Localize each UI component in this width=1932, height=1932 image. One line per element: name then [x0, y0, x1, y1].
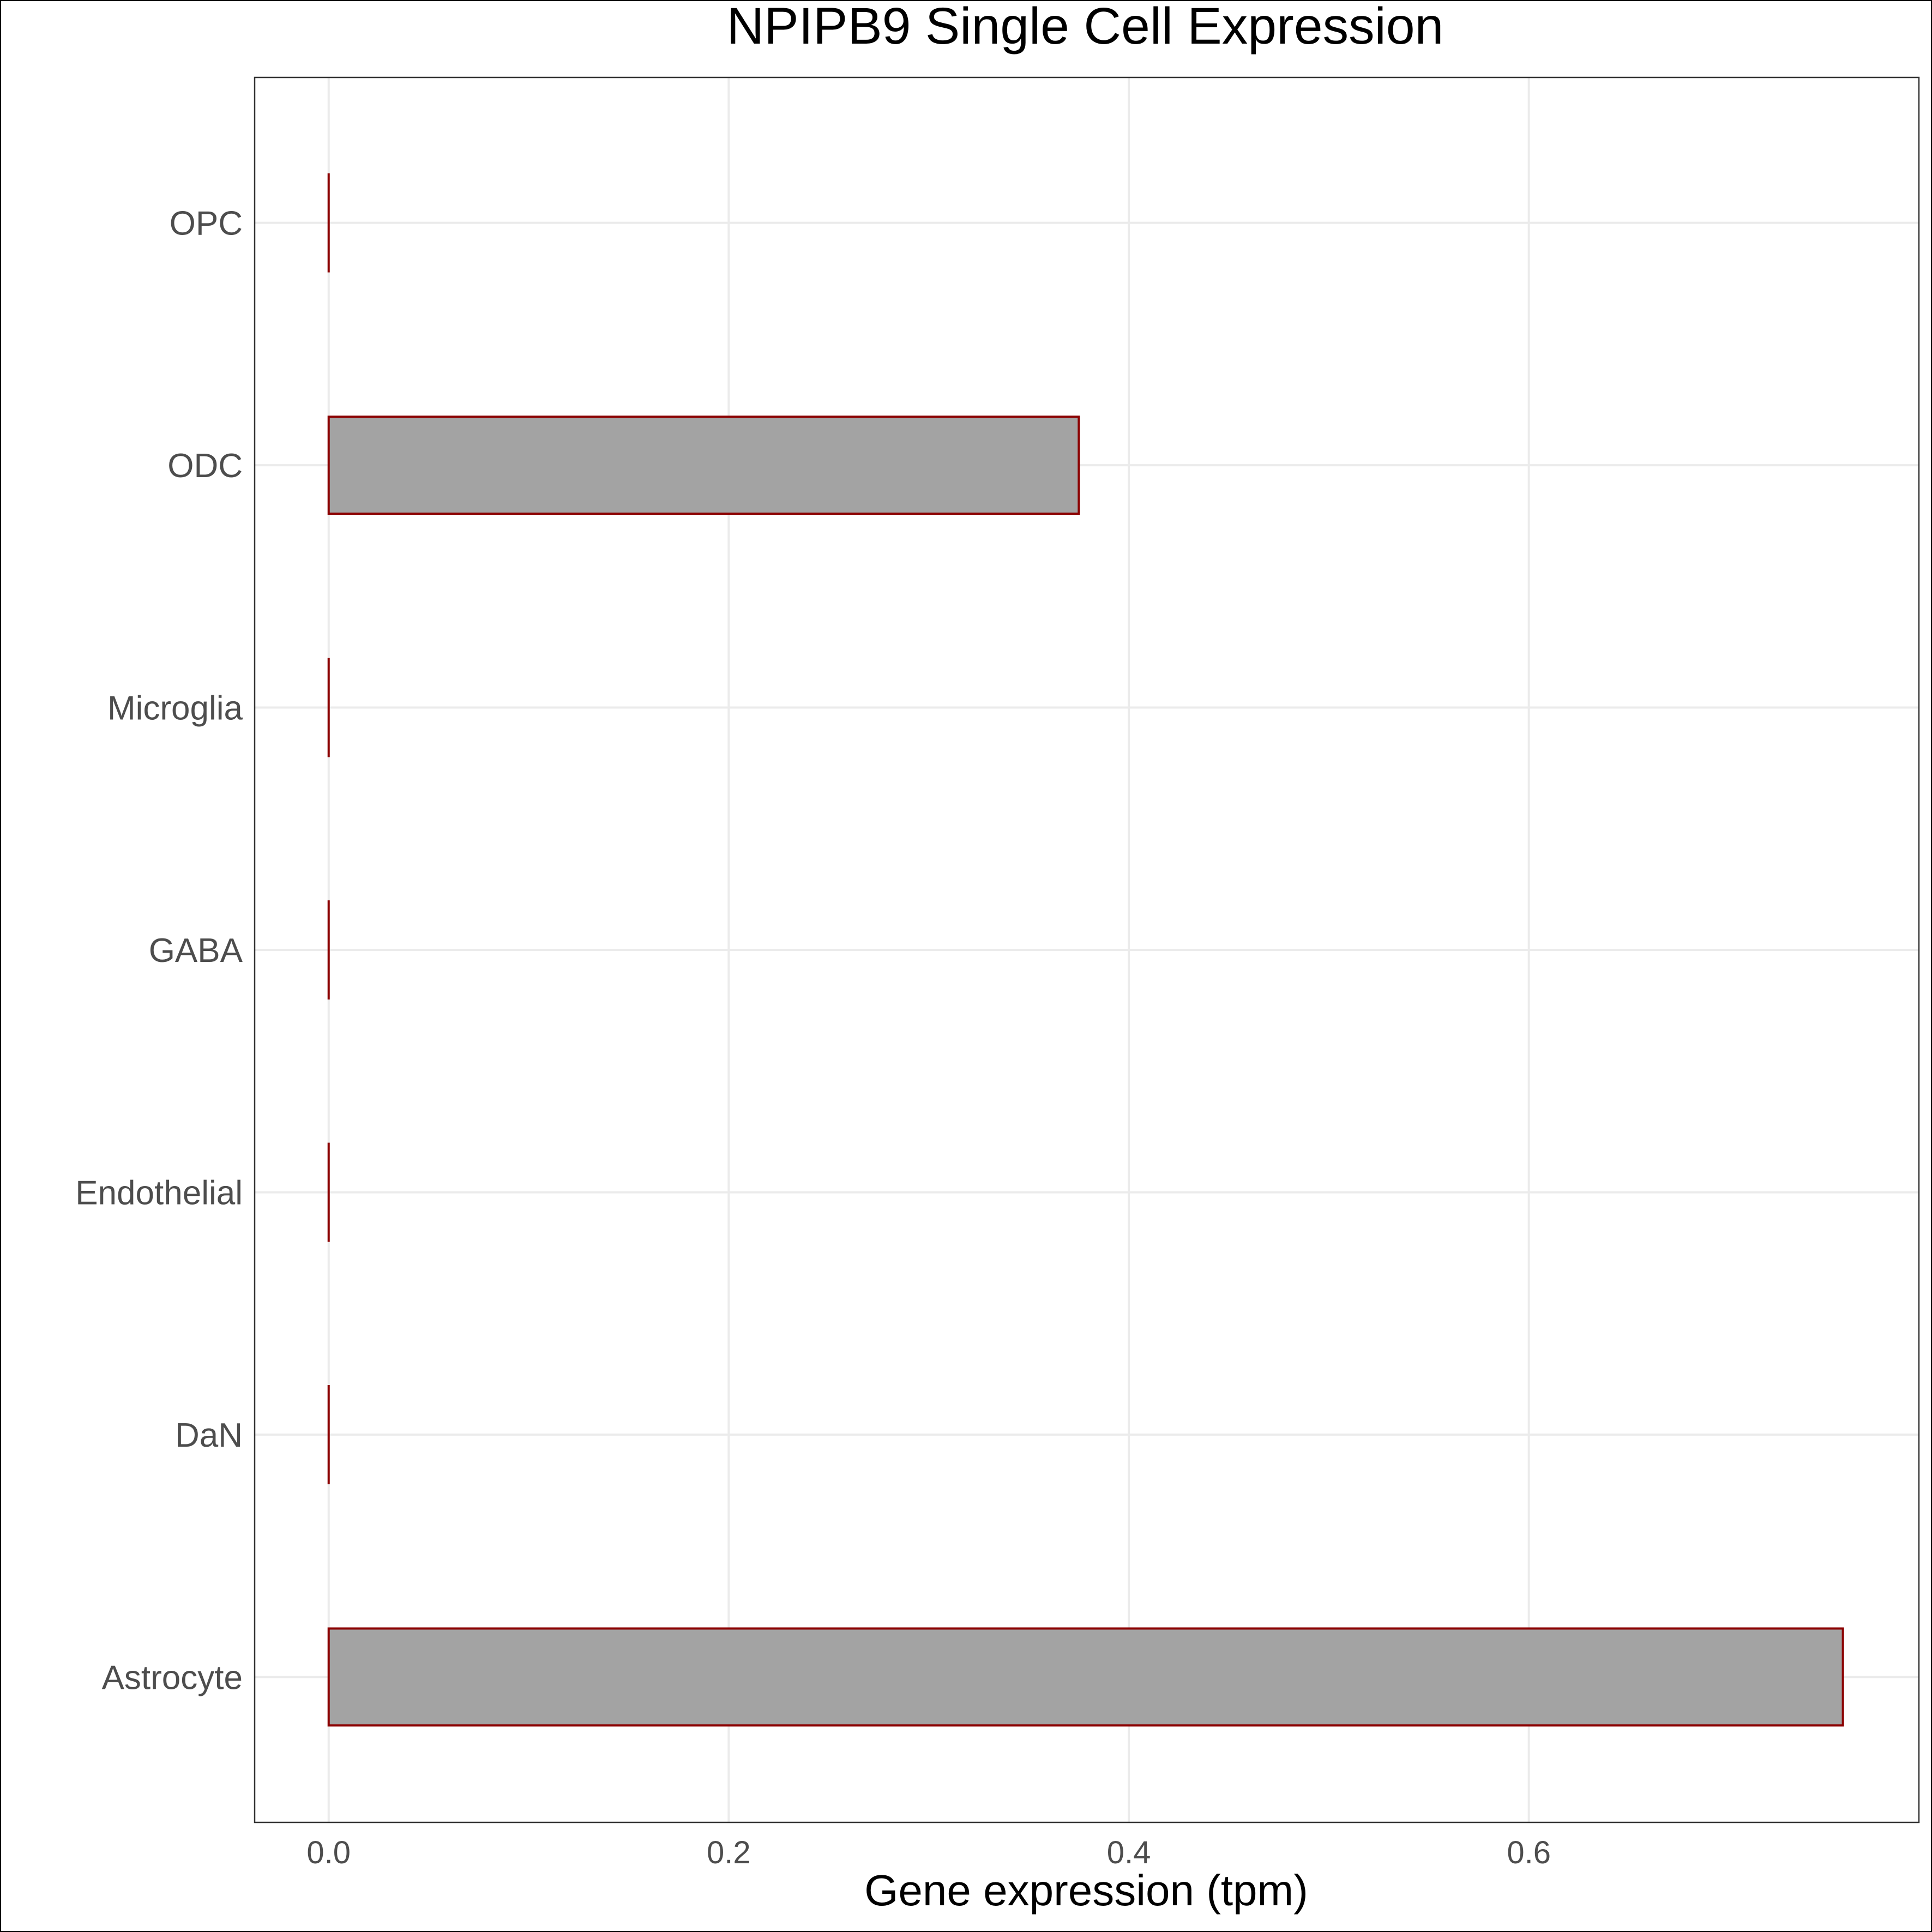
grid-lines — [255, 77, 1919, 1822]
bar-odc — [327, 416, 1080, 515]
y-axis-tick-labels: Astrocyte DaN Endothelial GABA Microglia ODC O… — [75, 205, 243, 1697]
y-tick-label: ODC — [167, 447, 243, 485]
y-tick-label: Endothelial — [75, 1174, 243, 1212]
y-tick-label: GABA — [149, 932, 243, 970]
x-axis-tick-labels: 0.0 0.2 0.4 0.6 — [306, 1835, 1551, 1870]
y-tick-label: DaN — [175, 1417, 243, 1454]
x-tick-label: 0.6 — [1507, 1835, 1551, 1870]
panel-border — [254, 76, 1920, 1823]
x-tick-label: 0.4 — [1107, 1835, 1151, 1870]
chart-title: NPIPB9 Single Cell Expression — [727, 0, 1444, 55]
x-tick-label: 0.0 — [306, 1835, 351, 1870]
bars — [327, 173, 1844, 1727]
x-tick-label: 0.2 — [707, 1835, 751, 1870]
y-tick-label: OPC — [170, 205, 243, 243]
y-tick-label: Astrocyte — [102, 1659, 243, 1696]
bar-astrocyte — [327, 1627, 1844, 1727]
y-tick-label: Microglia — [107, 690, 243, 727]
x-axis-label: Gene expression (tpm) — [864, 1866, 1308, 1915]
